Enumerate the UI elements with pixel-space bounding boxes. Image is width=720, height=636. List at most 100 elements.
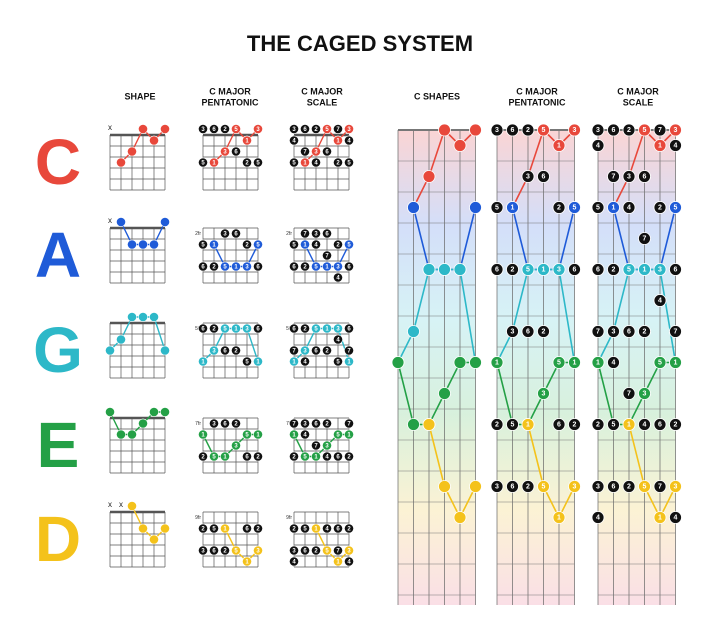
note-label: 6 <box>347 264 351 270</box>
note-label: 1 <box>658 143 662 150</box>
note-label: 3 <box>201 548 205 554</box>
note-dot <box>253 356 263 367</box>
note-dot <box>253 124 263 134</box>
note-label: 3 <box>643 391 647 398</box>
note-label: 2 <box>256 454 260 460</box>
note-label: 3 <box>542 391 546 398</box>
note-dot <box>289 523 299 534</box>
note-dot <box>506 201 519 214</box>
note-dot <box>127 501 137 511</box>
note-dot <box>300 429 310 440</box>
note-label: 3 <box>612 329 616 336</box>
note-dot <box>669 201 682 214</box>
note-label: 3 <box>347 548 351 554</box>
note-label: 1 <box>201 432 205 438</box>
note-dot <box>220 418 230 429</box>
note-label: 3 <box>234 443 238 449</box>
note-dot <box>622 480 636 493</box>
note-dot <box>333 334 343 345</box>
note-label: 1 <box>256 359 260 365</box>
note-dot <box>300 228 310 239</box>
note-label: 5 <box>303 454 307 460</box>
note-dot <box>242 261 252 272</box>
shape-line <box>315 528 350 563</box>
note-label: 6 <box>223 348 227 354</box>
note-dot <box>638 325 651 338</box>
note-dot <box>300 545 310 556</box>
note-label: 1 <box>212 242 216 248</box>
note-label: 5 <box>245 359 249 365</box>
note-dot <box>344 429 354 440</box>
note-dot <box>607 356 620 369</box>
note-dot <box>391 356 405 369</box>
note-label: 3 <box>256 548 260 554</box>
note-dot <box>289 261 299 272</box>
note-label: 6 <box>292 326 296 332</box>
note-dot <box>490 201 504 214</box>
note-dot <box>253 323 263 334</box>
note-label: 1 <box>303 242 307 248</box>
note-dot <box>311 261 321 272</box>
note-label: 2 <box>325 348 329 354</box>
note-label: 1 <box>674 360 678 367</box>
note-dot <box>105 345 115 356</box>
note-dot <box>127 312 137 322</box>
note-dot <box>220 523 230 534</box>
note-dot <box>322 523 332 534</box>
note-label: 7 <box>336 127 340 133</box>
note-dot <box>622 123 636 137</box>
note-dot <box>289 545 299 556</box>
note-label: 1 <box>201 359 205 365</box>
note-dot <box>453 139 467 152</box>
column-header: PENTATONIC <box>508 97 566 107</box>
note-dot <box>344 124 354 134</box>
note-dot <box>322 345 332 356</box>
note-dot <box>469 123 482 137</box>
fret-label: 7fr <box>195 421 201 427</box>
note-label: 4 <box>314 160 318 166</box>
note-dot <box>209 545 219 556</box>
note-dot <box>344 157 354 168</box>
note-label: 3 <box>292 548 296 554</box>
note-label: 1 <box>256 432 260 438</box>
note-label: 1 <box>303 160 307 166</box>
note-label: 1 <box>325 264 329 270</box>
note-label: 2 <box>245 242 249 248</box>
note-dot <box>506 480 519 493</box>
note-dot <box>669 356 682 369</box>
note-dot <box>438 263 451 276</box>
note-label: 5 <box>234 127 238 133</box>
note-label: 1 <box>336 559 340 565</box>
note-label: 5 <box>234 548 238 554</box>
note-dot <box>209 261 219 272</box>
note-label: 6 <box>314 348 318 354</box>
note-dot <box>231 440 241 451</box>
note-label: 5 <box>336 432 340 438</box>
note-label: 4 <box>314 242 318 248</box>
note-dot <box>105 407 115 417</box>
column-header: C SHAPES <box>414 91 460 101</box>
note-dot <box>438 387 451 400</box>
column-header: PENTATONIC <box>201 97 259 107</box>
note-dot <box>322 323 332 334</box>
note-dot <box>289 157 299 168</box>
note-label: 6 <box>596 267 600 274</box>
note-label: 6 <box>325 149 329 155</box>
column-header: SCALE <box>307 97 338 107</box>
note-dot <box>469 201 482 214</box>
note-label: 4 <box>303 359 307 365</box>
note-label: 1 <box>511 205 515 212</box>
note-dot <box>242 157 252 168</box>
note-dot <box>506 263 519 276</box>
note-dot <box>653 263 667 276</box>
note-label: 1 <box>557 143 561 150</box>
note-dot <box>253 261 263 272</box>
note-dot <box>552 511 566 524</box>
note-label: 3 <box>511 329 515 336</box>
note-dot <box>116 334 126 345</box>
note-label: 3 <box>627 174 631 181</box>
note-dot <box>622 263 636 276</box>
note-label: 4 <box>674 515 678 522</box>
note-label: 6 <box>201 264 205 270</box>
note-dot <box>209 451 219 462</box>
